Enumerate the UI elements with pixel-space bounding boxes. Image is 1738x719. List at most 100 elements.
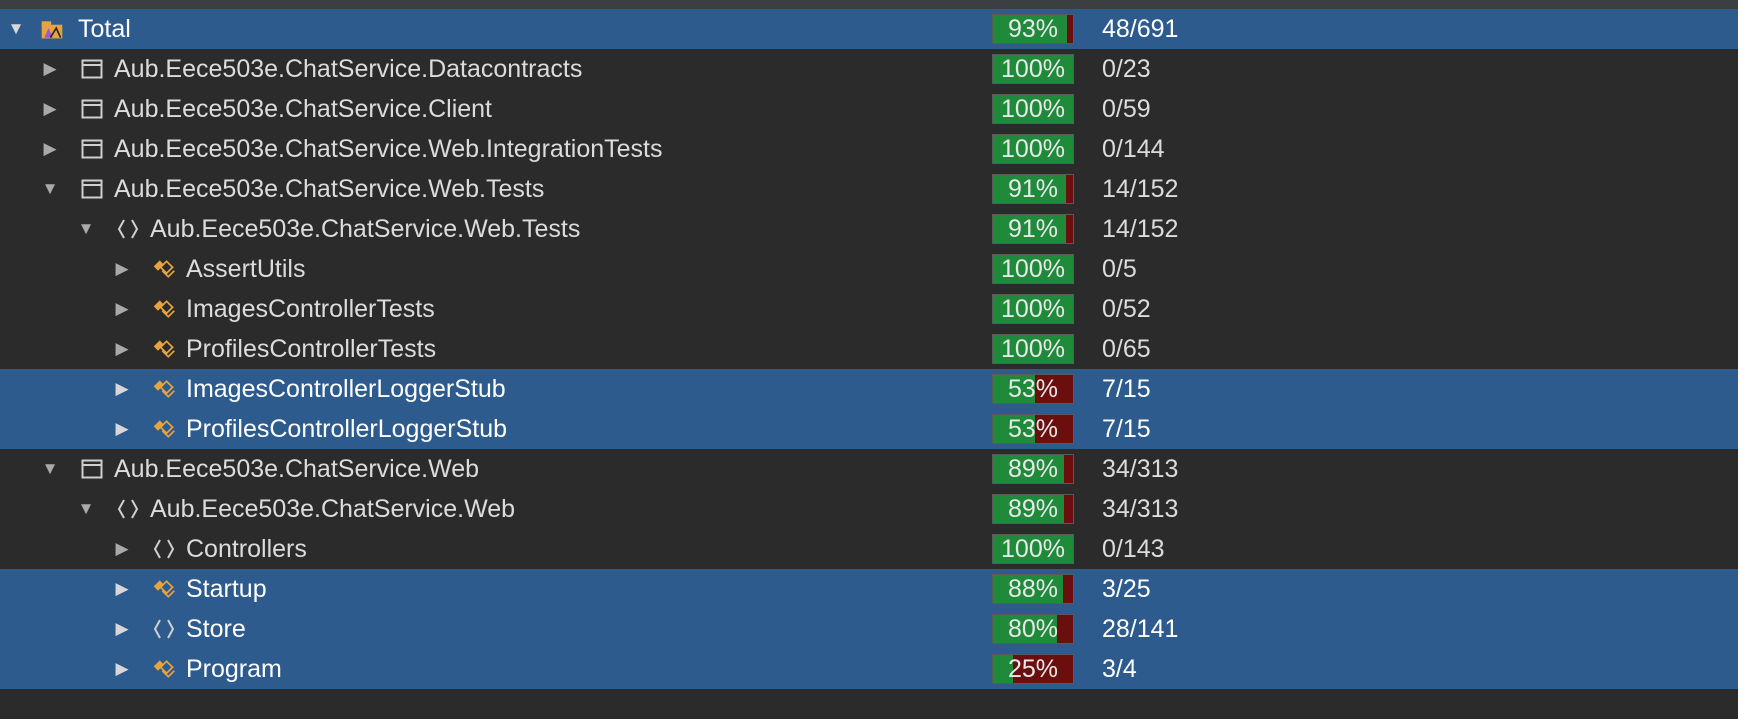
node-label: Aub.Eece503e.ChatService.Datacontracts — [114, 55, 583, 83]
node-label: ProfilesControllerTests — [186, 335, 437, 363]
coverage-percent: 53% — [1007, 375, 1059, 403]
uncovered-count: 3/25 — [1102, 575, 1151, 603]
coverage-fill — [993, 575, 1064, 603]
collapse-arrow-icon[interactable]: ▶ — [115, 339, 129, 358]
expand-arrow-icon[interactable]: ▼ — [77, 219, 95, 238]
node-label: Program — [186, 655, 282, 683]
coverage-fill — [993, 295, 1073, 323]
node-label: ProfilesControllerLoggerStub — [186, 415, 508, 443]
tree-row[interactable]: ▶ Startup 88% 3/25 — [0, 569, 1738, 609]
node-label: Aub.Eece503e.ChatService.Web — [150, 495, 516, 523]
collapse-arrow-icon[interactable]: ▶ — [115, 299, 129, 318]
class-icon — [152, 578, 176, 600]
coverage-fill — [993, 255, 1073, 283]
tree-row[interactable]: ▶ Aub.Eece503e.ChatService.Client 100% 0/59 — [0, 89, 1738, 129]
node-label: Aub.Eece503e.ChatService.Web.Integration… — [114, 135, 663, 163]
class-icon — [152, 338, 176, 360]
expand-arrow-icon[interactable]: ▼ — [41, 179, 59, 198]
coverage-bar: 100% — [992, 254, 1074, 284]
tree-row[interactable]: ▼ Total 93% 48/691 — [0, 9, 1738, 49]
collapse-arrow-icon[interactable]: ▶ — [43, 139, 57, 158]
uncovered-count: 3/4 — [1102, 655, 1137, 683]
class-icon — [152, 378, 176, 400]
uncovered-count: 48/691 — [1102, 15, 1179, 43]
expand-arrow-icon[interactable]: ▼ — [77, 499, 95, 518]
coverage-fill — [993, 655, 1013, 683]
expand-arrow-icon[interactable]: ▼ — [7, 19, 25, 38]
uncovered-count: 0/65 — [1102, 335, 1151, 363]
tree-footer-space — [0, 689, 1738, 719]
coverage-percent: 100% — [1001, 335, 1065, 363]
node-label: AssertUtils — [186, 255, 306, 283]
class-icon — [152, 418, 176, 440]
tree-row[interactable]: ▶ Program 25% 3/4 — [0, 649, 1738, 689]
coverage-fill — [993, 335, 1073, 363]
coverage-fill — [993, 615, 1057, 643]
coverage-fill — [993, 495, 1065, 523]
uncovered-count: 7/15 — [1102, 415, 1151, 443]
collapse-arrow-icon[interactable]: ▶ — [43, 59, 57, 78]
node-label: ImagesControllerLoggerStub — [186, 375, 506, 403]
collapse-arrow-icon[interactable]: ▶ — [115, 379, 129, 398]
coverage-bar: 89% — [992, 454, 1074, 484]
tree-row[interactable]: ▶ Aub.Eece503e.ChatService.Web.Integratio… — [0, 129, 1738, 169]
coverage-percent: 100% — [1001, 55, 1065, 83]
collapse-arrow-icon[interactable]: ▶ — [115, 579, 129, 598]
coverage-bar: 80% — [992, 614, 1074, 644]
tree-row[interactable]: ▶ AssertUtils 100% 0/5 — [0, 249, 1738, 289]
coverage-percent: 100% — [1001, 535, 1065, 563]
tree-row[interactable]: ▶ ProfilesControllerLoggerStub 53% 7/15 — [0, 409, 1738, 449]
node-label: Aub.Eece503e.ChatService.Web.Tests — [150, 215, 581, 243]
coverage-bar: 89% — [992, 494, 1074, 524]
coverage-fill — [993, 175, 1066, 203]
uncovered-count: 14/152 — [1102, 175, 1179, 203]
assembly-icon — [80, 58, 104, 80]
coverage-percent: 100% — [1001, 255, 1065, 283]
tree-row[interactable]: ▼ Aub.Eece503e.ChatService.Web.Tests 91% 14… — [0, 209, 1738, 249]
coverage-fill — [993, 135, 1073, 163]
tree-row[interactable]: ▼ Aub.Eece503e.ChatService.Web.Tests 91% 14… — [0, 169, 1738, 209]
coverage-percent: 88% — [1007, 575, 1059, 603]
assembly-icon — [80, 138, 104, 160]
coverage-bar: 53% — [992, 414, 1074, 444]
coverage-percent: 91% — [1007, 215, 1059, 243]
collapse-arrow-icon[interactable]: ▶ — [115, 619, 129, 638]
node-label: Total — [78, 15, 131, 43]
collapse-arrow-icon[interactable]: ▶ — [115, 539, 129, 558]
coverage-bar: 93% — [992, 14, 1074, 44]
coverage-fill — [993, 455, 1065, 483]
node-label: Controllers — [186, 535, 307, 563]
tree-row[interactable]: ▶ ProfilesControllerTests 100% 0/65 — [0, 329, 1738, 369]
collapse-arrow-icon[interactable]: ▶ — [115, 419, 129, 438]
assembly-icon — [80, 178, 104, 200]
coverage-fill — [993, 415, 1036, 443]
coverage-percent: 80% — [1007, 615, 1059, 643]
coverage-bar: 100% — [992, 534, 1074, 564]
tree-row[interactable]: ▶ ImagesControllerLoggerStub 53% 7/15 — [0, 369, 1738, 409]
coverage-tree: ▼ Total 93% 48/691 ▶ Aub.Eece503e.ChatService… — [0, 9, 1738, 689]
coverage-bar: 91% — [992, 214, 1074, 244]
coverage-percent: 100% — [1001, 95, 1065, 123]
namespace-icon — [152, 618, 176, 640]
tree-row[interactable]: ▶ Store 80% 28/141 — [0, 609, 1738, 649]
header-strip — [0, 0, 1738, 9]
coverage-fill — [993, 535, 1073, 563]
node-label: Startup — [186, 575, 267, 603]
tree-row[interactable]: ▼ Aub.Eece503e.ChatService.Web 89% 34/313 — [0, 489, 1738, 529]
tree-row[interactable]: ▼ Aub.Eece503e.ChatService.Web 89% 34/313 — [0, 449, 1738, 489]
coverage-percent: 93% — [1007, 15, 1059, 43]
uncovered-count: 0/5 — [1102, 255, 1137, 283]
coverage-percent: 91% — [1007, 175, 1059, 203]
coverage-bar: 88% — [992, 574, 1074, 604]
collapse-arrow-icon[interactable]: ▶ — [115, 259, 129, 278]
collapse-arrow-icon[interactable]: ▶ — [115, 659, 129, 678]
coverage-fill — [993, 55, 1073, 83]
expand-arrow-icon[interactable]: ▼ — [41, 459, 59, 478]
namespace-icon — [116, 498, 140, 520]
coverage-bar: 100% — [992, 134, 1074, 164]
tree-row[interactable]: ▶ ImagesControllerTests 100% 0/52 — [0, 289, 1738, 329]
tree-row[interactable]: ▶ Aub.Eece503e.ChatService.Datacontracts 1… — [0, 49, 1738, 89]
tree-row[interactable]: ▶ Controllers 100% 0/143 — [0, 529, 1738, 569]
class-icon — [152, 298, 176, 320]
collapse-arrow-icon[interactable]: ▶ — [43, 99, 57, 118]
